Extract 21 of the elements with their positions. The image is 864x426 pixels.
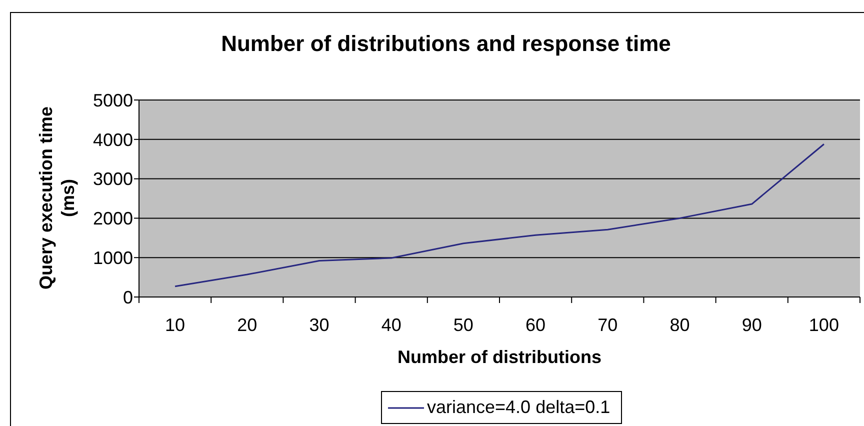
x-tick-label: 20 [237, 315, 258, 335]
x-tick-label: 10 [165, 315, 186, 335]
y-axis-title: Query execution time (ms) [35, 105, 79, 292]
x-axis-title: Number of distributions [396, 347, 602, 368]
y-tick-label: 4000 [92, 130, 133, 150]
y-tick-label: 5000 [92, 90, 133, 110]
line-series [174, 143, 825, 288]
chart-title: Number of distributions and response time [220, 31, 672, 57]
legend-label: variance=4.0 delta=0.1 [427, 397, 610, 418]
x-tick-label: 40 [381, 315, 402, 335]
x-tick-label: 90 [742, 315, 762, 335]
x-tick-label: 100 [808, 315, 839, 335]
x-tick-label: 80 [670, 315, 690, 335]
x-tick-label: 30 [309, 315, 330, 335]
x-tick-label: 50 [453, 315, 474, 335]
x-tick-label: 60 [526, 315, 546, 335]
y-tick-label: 3000 [92, 169, 133, 190]
y-tick-label: 2000 [92, 208, 133, 229]
y-tick-label: 1000 [92, 248, 133, 268]
x-tick-label: 70 [598, 315, 618, 335]
y-tick-label: 0 [122, 287, 133, 308]
